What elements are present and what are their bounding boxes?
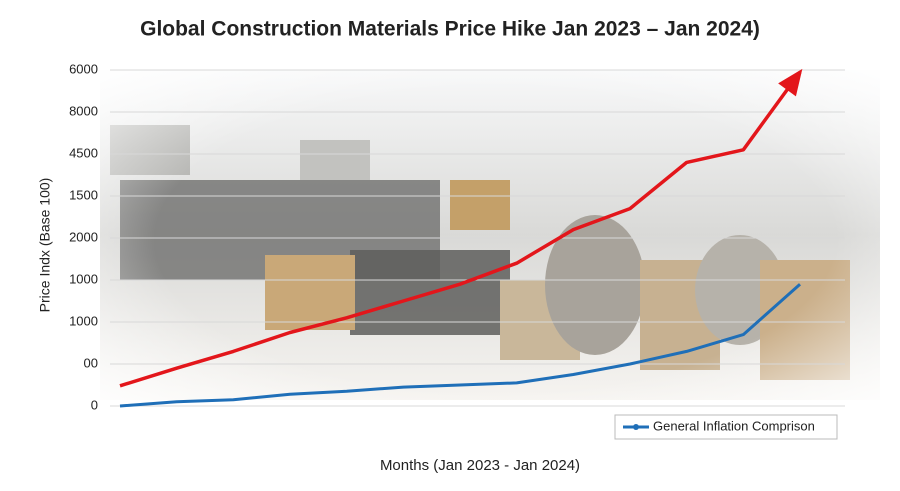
y-tick-label: 6000	[69, 61, 98, 76]
background-photo	[90, 60, 900, 420]
line-series	[119, 283, 801, 408]
y-axis-label: Price Indx (Base 100)	[37, 178, 53, 313]
legend-marker	[633, 424, 639, 430]
y-tick-label: 4500	[69, 145, 98, 160]
x-axis-label: Months (Jan 2023 - Jan 2024)	[380, 457, 580, 474]
chart-title: Global Construction Materials Price Hike…	[140, 18, 760, 41]
y-tick-label: 1000	[69, 271, 98, 286]
y-tick-label: 0	[91, 397, 98, 412]
legend-label: General Inflation Comprison	[653, 418, 815, 433]
legend-box	[614, 414, 838, 440]
y-tick-label: 00	[84, 355, 98, 370]
y-tick-label: 2000	[69, 229, 98, 244]
y-tick-label: 1000	[69, 313, 98, 328]
arrow-head	[778, 68, 803, 97]
y-tick-label: 8000	[69, 103, 98, 118]
y-tick-label: 1500	[69, 187, 98, 202]
line-series	[119, 71, 802, 388]
